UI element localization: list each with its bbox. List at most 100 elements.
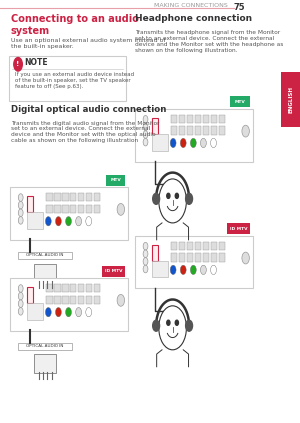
FancyBboxPatch shape (179, 126, 185, 135)
Circle shape (211, 265, 216, 275)
FancyBboxPatch shape (94, 193, 101, 201)
Text: ENGLISH: ENGLISH (288, 86, 293, 113)
FancyBboxPatch shape (187, 126, 193, 135)
Circle shape (175, 320, 178, 325)
FancyBboxPatch shape (230, 96, 250, 107)
Circle shape (242, 125, 249, 137)
FancyBboxPatch shape (34, 354, 56, 373)
FancyBboxPatch shape (281, 72, 300, 127)
Text: Connecting to an audio
system: Connecting to an audio system (11, 14, 139, 36)
Circle shape (18, 194, 23, 201)
FancyBboxPatch shape (10, 187, 128, 240)
Circle shape (18, 201, 23, 209)
FancyBboxPatch shape (171, 115, 177, 123)
Text: NOTE: NOTE (24, 58, 48, 67)
FancyBboxPatch shape (78, 284, 84, 292)
Circle shape (167, 320, 170, 325)
Text: MTV: MTV (110, 178, 121, 182)
FancyBboxPatch shape (86, 296, 92, 304)
FancyBboxPatch shape (211, 126, 217, 135)
FancyBboxPatch shape (78, 205, 84, 213)
FancyBboxPatch shape (203, 126, 209, 135)
Text: If you use an external audio device instead
of the built-in speaker, set the TV : If you use an external audio device inst… (15, 72, 134, 89)
Text: MAKING CONNECTIONS: MAKING CONNECTIONS (154, 3, 228, 8)
Circle shape (143, 131, 148, 138)
Circle shape (159, 179, 186, 223)
FancyBboxPatch shape (219, 115, 225, 123)
FancyBboxPatch shape (195, 242, 201, 250)
Text: Transmits the digital audio signal from the Monitor
set to an external device. C: Transmits the digital audio signal from … (11, 121, 159, 143)
FancyBboxPatch shape (27, 212, 43, 229)
FancyBboxPatch shape (211, 115, 217, 123)
Circle shape (180, 138, 186, 148)
FancyBboxPatch shape (195, 253, 201, 262)
FancyBboxPatch shape (152, 261, 168, 277)
Circle shape (18, 300, 23, 308)
FancyBboxPatch shape (171, 126, 177, 135)
FancyBboxPatch shape (135, 236, 253, 288)
FancyBboxPatch shape (70, 284, 76, 292)
FancyBboxPatch shape (94, 296, 101, 304)
Circle shape (117, 294, 124, 306)
Circle shape (200, 138, 206, 148)
Text: !: ! (16, 61, 20, 67)
Circle shape (18, 285, 23, 292)
Circle shape (153, 320, 160, 331)
FancyBboxPatch shape (203, 242, 209, 250)
Circle shape (186, 193, 193, 204)
FancyBboxPatch shape (94, 205, 101, 213)
Circle shape (45, 217, 51, 226)
FancyBboxPatch shape (54, 193, 61, 201)
Circle shape (200, 265, 206, 275)
Text: Headphone connection: Headphone connection (135, 14, 253, 22)
Circle shape (56, 217, 61, 226)
FancyBboxPatch shape (171, 242, 177, 250)
FancyBboxPatch shape (94, 284, 101, 292)
Circle shape (117, 203, 124, 215)
FancyBboxPatch shape (70, 296, 76, 304)
FancyBboxPatch shape (46, 296, 52, 304)
FancyBboxPatch shape (226, 223, 250, 234)
FancyBboxPatch shape (152, 134, 168, 151)
Circle shape (242, 252, 249, 264)
FancyBboxPatch shape (62, 205, 68, 213)
Circle shape (143, 115, 148, 123)
FancyBboxPatch shape (62, 296, 68, 304)
FancyBboxPatch shape (46, 193, 52, 201)
Circle shape (211, 138, 216, 148)
FancyBboxPatch shape (102, 266, 125, 277)
FancyBboxPatch shape (187, 115, 193, 123)
Text: OPTICAL AUDIO IN: OPTICAL AUDIO IN (26, 253, 64, 258)
Circle shape (18, 308, 23, 315)
FancyBboxPatch shape (203, 253, 209, 262)
Text: Digital optical audio connection: Digital optical audio connection (11, 105, 166, 114)
Circle shape (18, 209, 23, 217)
FancyBboxPatch shape (86, 205, 92, 213)
FancyBboxPatch shape (62, 193, 68, 201)
Text: OPTICAL AUDIO IN: OPTICAL AUDIO IN (26, 344, 64, 349)
Text: ID MTV: ID MTV (230, 227, 247, 231)
Circle shape (86, 308, 92, 317)
Circle shape (180, 265, 186, 275)
Circle shape (45, 308, 51, 317)
Circle shape (66, 217, 71, 226)
Circle shape (170, 265, 176, 275)
Circle shape (66, 308, 71, 317)
FancyBboxPatch shape (135, 109, 253, 162)
FancyBboxPatch shape (70, 205, 76, 213)
FancyBboxPatch shape (195, 115, 201, 123)
FancyBboxPatch shape (195, 126, 201, 135)
Circle shape (14, 58, 22, 71)
Circle shape (86, 217, 92, 226)
FancyBboxPatch shape (54, 205, 61, 213)
Circle shape (18, 217, 23, 224)
FancyBboxPatch shape (219, 242, 225, 250)
Circle shape (143, 242, 148, 250)
FancyBboxPatch shape (70, 193, 76, 201)
FancyBboxPatch shape (78, 296, 84, 304)
Circle shape (18, 292, 23, 300)
FancyBboxPatch shape (9, 56, 126, 101)
FancyBboxPatch shape (219, 126, 225, 135)
Circle shape (170, 138, 176, 148)
Text: Use an optional external audio system instead of
the built-in speaker.: Use an optional external audio system in… (11, 38, 165, 49)
